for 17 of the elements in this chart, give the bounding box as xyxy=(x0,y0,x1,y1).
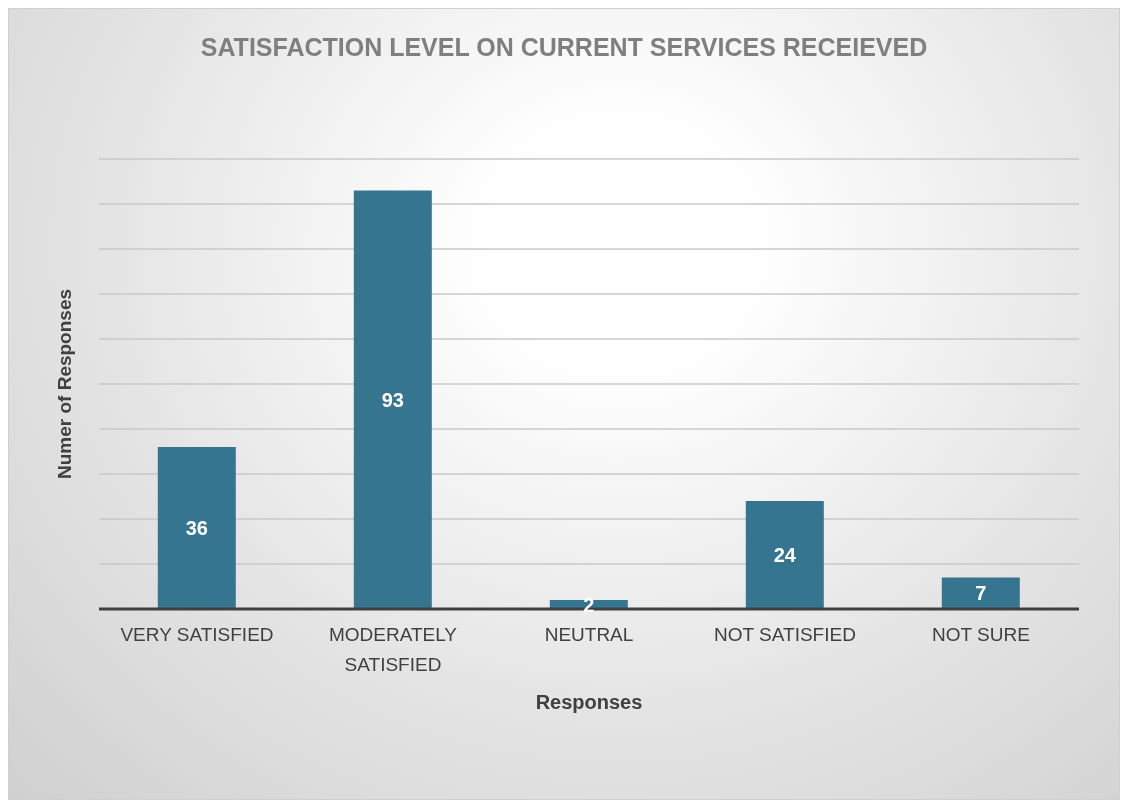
x-tick-label: NOT SURE xyxy=(932,624,1030,645)
data-label: 24 xyxy=(773,544,797,567)
data-label: 7 xyxy=(975,582,987,605)
chart-title: SATISFACTION LEVEL ON CURRENT SERVICES RECEIEVED xyxy=(199,32,929,63)
x-tick-label: MODERATELY SATISFIED xyxy=(328,624,458,675)
data-label: 36 xyxy=(185,517,208,540)
bar xyxy=(941,577,1020,609)
x-axis-title: Responses xyxy=(535,691,643,713)
bar xyxy=(157,447,236,609)
data-label: 93 xyxy=(381,388,404,411)
x-tick-label: VERY SATISFIED xyxy=(120,624,274,645)
x-tick-label: NOT SATISFIED xyxy=(714,624,856,645)
x-tick-label: NEUTRAL xyxy=(544,624,634,645)
data-label: 2 xyxy=(583,593,595,616)
bar xyxy=(353,190,432,609)
bar xyxy=(745,501,824,609)
y-axis-title: Numer of Responses xyxy=(53,288,75,480)
